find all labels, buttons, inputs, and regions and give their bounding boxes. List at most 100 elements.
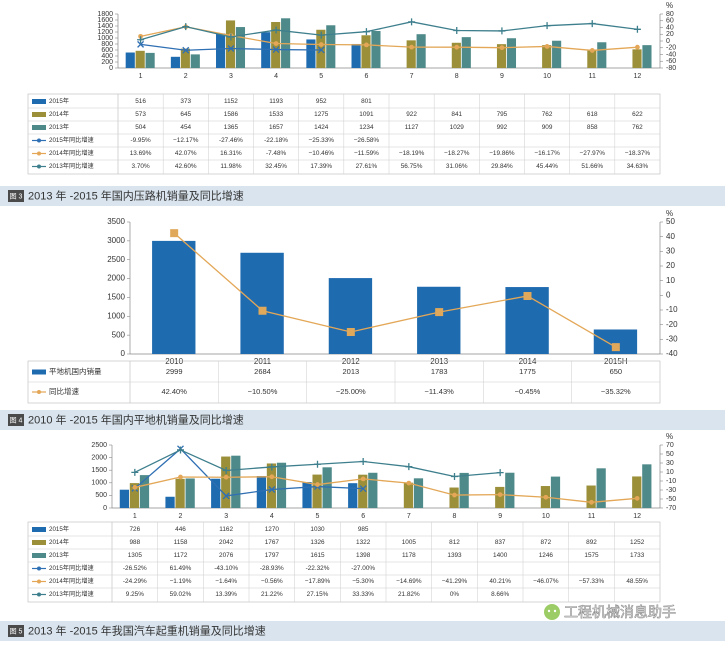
data-label: 42.40%: [161, 387, 187, 396]
y2-tick-label: 20: [666, 261, 675, 270]
data-label: 1270: [265, 526, 280, 533]
data-label: −26.58%: [354, 137, 380, 144]
y-tick-label: 1000: [107, 311, 125, 320]
bar-p1-s1-c11: [632, 49, 642, 68]
data-label: 837: [495, 539, 506, 546]
bar-p3-s0-c1: [165, 496, 175, 508]
data-label: 1234: [359, 124, 374, 131]
line-marker: [317, 46, 325, 54]
y2-tick-label: 10: [666, 276, 675, 285]
x-tick-label: 9: [500, 73, 504, 80]
bar-p3-s0-c5: [348, 483, 358, 508]
data-label: 446: [175, 526, 186, 533]
x-tick-label: 2013: [430, 357, 448, 366]
y-tick-label: 3000: [107, 236, 125, 245]
y2-tick-label: -80: [666, 65, 676, 72]
figure-label: 图 3: [10, 192, 23, 200]
legend-label: 2013年: [49, 551, 69, 559]
bar-p3-s1-c1: [175, 478, 185, 508]
data-label: 373: [180, 98, 191, 105]
data-label: 2999: [166, 367, 183, 376]
x-tick-label: 3: [229, 73, 233, 80]
bar-p1-s2-c10: [597, 42, 607, 68]
data-label: 1246: [539, 552, 554, 559]
bar-p1-s1-c2: [225, 20, 236, 69]
data-label: 11.98%: [220, 163, 242, 170]
data-label: 1365: [224, 124, 239, 131]
series-line-p2-0: [173, 232, 617, 348]
line-marker: [362, 28, 370, 36]
line-marker: [409, 44, 414, 50]
y-tick-label: 2000: [91, 454, 107, 461]
y2-tick-label: 0: [666, 38, 670, 45]
data-label: 762: [542, 111, 553, 118]
data-label: 909: [542, 124, 553, 131]
data-label: 726: [129, 526, 140, 533]
bar-p1-s1-c10: [587, 49, 597, 68]
data-label: 1091: [359, 111, 374, 118]
line-marker: [314, 460, 321, 468]
bar-p1-s1-c5: [361, 35, 371, 68]
y-tick-label: 600: [101, 47, 113, 54]
data-label: −11.59%: [354, 150, 379, 157]
bar-p1-s0-c3: [261, 32, 271, 68]
x-tick-label: 12: [634, 73, 642, 80]
data-label: 992: [497, 124, 508, 131]
x-tick-label: 8: [455, 73, 459, 80]
y-tick-label: 2500: [107, 255, 125, 264]
data-label: 16.31%: [220, 150, 242, 157]
data-label: 1575: [584, 552, 599, 559]
series-line-p1-1: [140, 26, 638, 52]
figure-badge: [8, 190, 24, 202]
caption-bar: [0, 410, 725, 430]
y2-tick-label: 0: [666, 290, 671, 299]
x-tick-label: 5: [319, 73, 323, 80]
bar-p3-s0-c0: [119, 489, 130, 508]
data-label: 56.75%: [401, 163, 423, 170]
x-tick-label: 2011: [254, 357, 272, 366]
data-label: −25.00%: [336, 387, 366, 396]
data-label: 1005: [402, 539, 417, 546]
figure-badge: [8, 625, 24, 637]
data-label: -24.29%: [123, 578, 147, 585]
legend-label: 2014年: [49, 110, 69, 118]
data-label: 33.33%: [352, 591, 374, 598]
line-marker: [454, 44, 460, 50]
y2-tick-label: -70: [666, 505, 676, 512]
x-tick-label: 2: [184, 73, 188, 80]
y2-unit-label: %: [666, 209, 673, 218]
line-marker: [498, 27, 506, 35]
legend-swatch: [32, 112, 46, 117]
data-label: 1162: [219, 526, 233, 533]
bar-p3-s2-c2: [231, 455, 241, 508]
data-label: 21.82%: [398, 591, 420, 598]
wechat-icon-eye: [547, 609, 551, 613]
data-label: −12.17%: [173, 137, 199, 144]
legend-marker: [37, 151, 41, 156]
data-label: 1158: [174, 539, 188, 546]
x-tick-label: 2015H: [604, 357, 628, 366]
data-label: 17.39%: [310, 163, 332, 170]
x-tick-label: 6: [364, 73, 368, 80]
data-label: 795: [497, 111, 508, 118]
wechat-icon-eye: [553, 609, 557, 613]
y-tick-label: 2000: [107, 274, 125, 283]
data-label: 1393: [447, 552, 462, 559]
data-label: 42.60%: [175, 163, 197, 170]
y2-tick-label: 40: [666, 24, 674, 31]
y-tick-label: 1800: [97, 11, 113, 18]
data-label: 1193: [269, 98, 283, 105]
data-label: 1783: [431, 367, 448, 376]
data-label: −0.56%: [261, 578, 283, 585]
bar-p3-s2-c1: [185, 478, 195, 508]
bar-p3-s1-c7: [449, 487, 459, 508]
line-marker: [268, 463, 276, 471]
line-marker: [453, 27, 461, 35]
data-label: 650: [610, 367, 623, 376]
data-label: 34.63%: [627, 163, 649, 170]
line-marker: [543, 22, 551, 30]
line-marker: [182, 23, 190, 31]
line-marker: [523, 291, 532, 300]
data-label: 2076: [219, 552, 234, 559]
data-label: 1305: [128, 552, 143, 559]
